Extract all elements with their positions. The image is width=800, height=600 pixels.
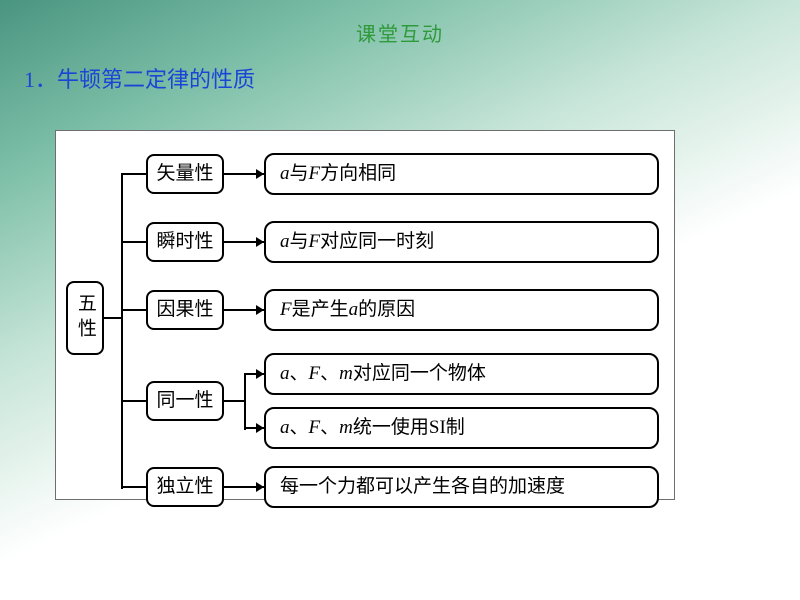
slide-header: 课堂互动 xyxy=(0,18,800,47)
trunk xyxy=(121,174,123,489)
arrowhead-c4-1 xyxy=(256,423,264,433)
root-stub xyxy=(104,317,121,319)
properties-diagram: 五性 矢量性 a与F方向相同瞬时性 a与F对应同一时刻因果性 F是产生a的原因同一性 a、… xyxy=(55,130,675,500)
stub-trunk-c4 xyxy=(121,400,146,402)
split-c4 xyxy=(244,374,246,430)
cat-c2: 瞬时性 xyxy=(146,222,224,262)
arrowhead-c3 xyxy=(256,305,264,315)
title-number: 1． xyxy=(24,67,57,92)
arrowhead-c2 xyxy=(256,237,264,247)
desc-c3: F是产生a的原因 xyxy=(264,289,659,331)
desc-c2: a与F对应同一时刻 xyxy=(264,221,659,263)
cat-c5: 独立性 xyxy=(146,467,224,507)
stub-trunk-c1 xyxy=(121,173,146,175)
title-text: 牛顿第二定律的性质 xyxy=(57,67,255,92)
stub-trunk-c3 xyxy=(121,309,146,311)
root-node: 五性 xyxy=(66,281,104,355)
desc-c4-2: a、F、m统一使用SI制 xyxy=(264,407,659,449)
arrowhead-c1 xyxy=(256,169,264,179)
stub-cat-c4 xyxy=(224,400,244,402)
desc-c5: 每一个力都可以产生各自的加速度 xyxy=(264,466,659,508)
stub-trunk-c2 xyxy=(121,241,146,243)
cat-c1: 矢量性 xyxy=(146,154,224,194)
desc-c1: a与F方向相同 xyxy=(264,153,659,195)
cat-c3: 因果性 xyxy=(146,290,224,330)
cat-c4: 同一性 xyxy=(146,381,224,421)
arrowhead-c4-0 xyxy=(256,369,264,379)
stub-trunk-c5 xyxy=(121,486,146,488)
arrowhead-c5 xyxy=(256,482,264,492)
desc-c4-1: a、F、m对应同一个物体 xyxy=(264,353,659,395)
slide-title: 1．牛顿第二定律的性质 xyxy=(24,62,255,94)
